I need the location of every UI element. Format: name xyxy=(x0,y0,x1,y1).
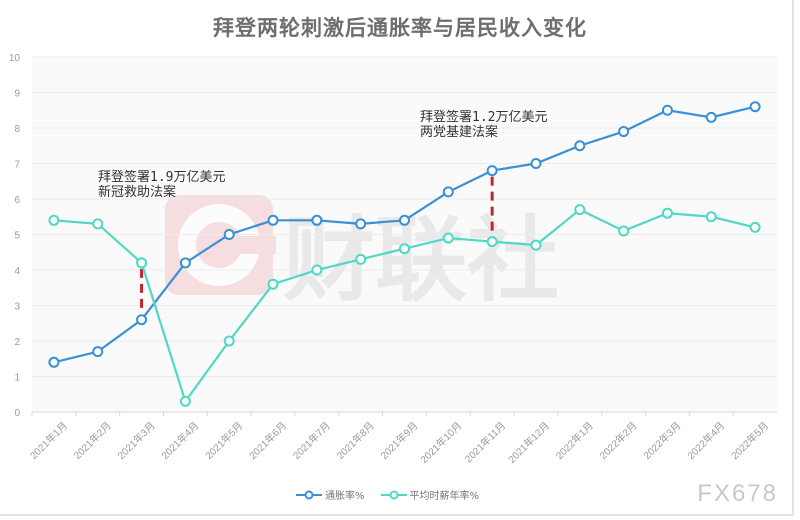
data-point[interactable] xyxy=(486,165,498,177)
y-tick-label: 10 xyxy=(9,53,21,64)
y-tick-label: 3 xyxy=(14,302,20,313)
data-point[interactable] xyxy=(574,140,586,152)
data-point[interactable] xyxy=(574,204,586,216)
data-point[interactable] xyxy=(618,126,630,138)
y-tick-label: 2 xyxy=(14,337,20,348)
y-tick-label: 4 xyxy=(14,266,20,277)
data-point[interactable] xyxy=(48,214,60,226)
annotation-line1: 拜登签署1.2万亿美元 xyxy=(420,110,548,125)
data-point[interactable] xyxy=(442,232,454,244)
chart-legend: 通胀率% 平均时薪年率% xyxy=(296,487,479,502)
x-tick-label: 2021年10月 xyxy=(418,419,465,466)
data-point[interactable] xyxy=(136,314,148,326)
x-tick-label: 2021年12月 xyxy=(505,419,552,466)
y-tick-label: 9 xyxy=(14,89,20,100)
legend-label: 平均时薪年率% xyxy=(409,491,480,502)
data-point[interactable] xyxy=(311,264,323,276)
data-point[interactable] xyxy=(179,257,191,269)
annotation-infrastructure: 拜登签署1.2万亿美元 两党基建法案 xyxy=(420,110,547,140)
data-point[interactable] xyxy=(399,214,410,226)
data-point[interactable] xyxy=(136,257,148,269)
data-point[interactable] xyxy=(267,278,279,290)
y-tick-label: 0 xyxy=(14,408,20,419)
data-point[interactable] xyxy=(442,186,454,198)
x-tick-label: 2021年8月 xyxy=(334,419,377,462)
x-tick-label: 2021年7月 xyxy=(290,419,333,462)
annotation-line2: 新冠救助法案 xyxy=(98,185,177,200)
x-tick-label: 2021年3月 xyxy=(115,419,158,462)
data-point[interactable] xyxy=(530,158,542,169)
legend-item-wage[interactable]: 平均时薪年率% xyxy=(380,487,480,502)
brand-watermark: FX678 xyxy=(697,480,778,507)
y-tick-label: 6 xyxy=(14,195,20,206)
data-point[interactable] xyxy=(705,211,717,223)
x-tick-label: 2021年5月 xyxy=(202,419,245,462)
y-tick-label: 1 xyxy=(14,373,20,384)
data-point[interactable] xyxy=(223,229,235,240)
x-tick-label: 2022年5月 xyxy=(728,419,771,462)
data-point[interactable] xyxy=(48,356,60,368)
data-point[interactable] xyxy=(267,214,279,226)
data-point[interactable] xyxy=(530,239,542,251)
annotation-covid-relief: 拜登签署1.9万亿美元 新冠救助法案 xyxy=(98,170,225,200)
data-point[interactable] xyxy=(749,101,761,113)
data-point[interactable] xyxy=(355,253,367,265)
data-point[interactable] xyxy=(92,218,104,230)
data-point[interactable] xyxy=(179,395,191,407)
x-tick-label: 2021年4月 xyxy=(159,419,202,462)
data-point[interactable] xyxy=(661,207,673,219)
data-point[interactable] xyxy=(311,214,323,226)
data-point[interactable] xyxy=(749,221,761,233)
data-point[interactable] xyxy=(486,236,498,248)
x-tick-label: 2022年3月 xyxy=(641,419,684,462)
x-tick-label: 2021年6月 xyxy=(246,419,289,462)
y-tick-label: 5 xyxy=(14,231,20,242)
x-tick-label: 2021年11月 xyxy=(462,419,508,465)
data-point[interactable] xyxy=(92,346,104,358)
x-tick-label: 2022年4月 xyxy=(684,419,727,462)
data-point[interactable] xyxy=(355,218,367,230)
x-tick-label: 2021年2月 xyxy=(71,419,114,462)
data-point[interactable] xyxy=(399,243,410,255)
legend-label: 通胀率% xyxy=(325,491,365,502)
annotation-line1: 拜登签署1.9万亿美元 xyxy=(98,170,226,185)
annotation-line2: 两党基建法案 xyxy=(420,125,499,140)
data-point[interactable] xyxy=(618,225,630,237)
line-marker-icon xyxy=(296,490,322,499)
legend-item-inflation[interactable]: 通胀率% xyxy=(296,487,365,502)
line-marker-icon xyxy=(380,490,407,499)
data-point[interactable] xyxy=(223,335,235,347)
x-tick-label: 2021年9月 xyxy=(378,419,421,462)
data-point[interactable] xyxy=(661,104,673,116)
x-tick-label: 2022年1月 xyxy=(553,419,596,462)
x-tick-label: 2022年2月 xyxy=(597,419,640,462)
chart-title: 拜登两轮刺激后通胀率与居民收入变化 xyxy=(213,15,587,40)
y-tick-label: 8 xyxy=(14,124,20,135)
y-tick-label: 7 xyxy=(14,160,20,171)
data-point[interactable] xyxy=(705,111,717,123)
x-tick-label: 2021年1月 xyxy=(27,419,70,462)
svg-text:财联社: 财联社 xyxy=(283,207,559,314)
